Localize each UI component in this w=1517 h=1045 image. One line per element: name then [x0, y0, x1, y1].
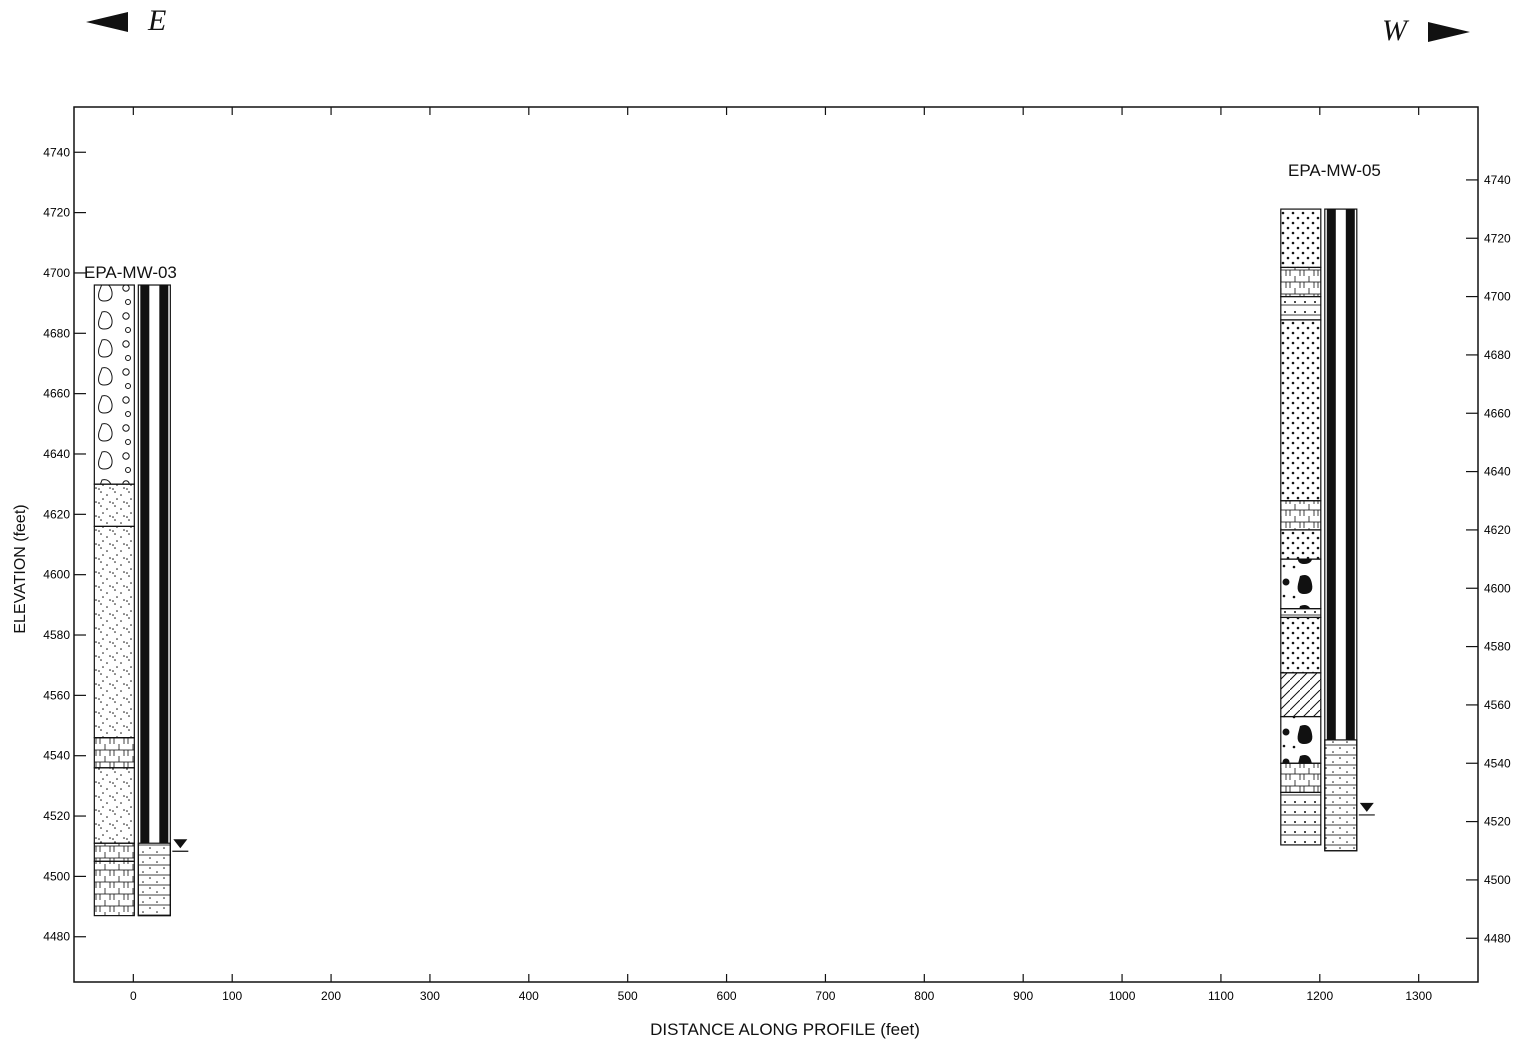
x-tick-label: 700: [815, 989, 835, 1003]
x-tick-label: 200: [321, 989, 341, 1003]
x-tick-label: 0: [130, 989, 137, 1003]
lithology-layer-sand: [1280, 529, 1322, 560]
y-axis-label: ELEVATION (feet): [12, 504, 29, 634]
y-tick-label-left: 4500: [43, 869, 70, 883]
lithology-layer-sand: [1280, 319, 1322, 502]
x-tick-label: 800: [914, 989, 934, 1003]
y-tick-label-left: 4520: [43, 809, 70, 823]
x-tick-label: 1100: [1208, 989, 1234, 1003]
y-tick-label-right: 4720: [1484, 231, 1511, 245]
lithology-layer-cobbles: [93, 284, 135, 485]
x-tick-label: 500: [618, 989, 638, 1003]
x-tick-label: 400: [519, 989, 539, 1003]
y-tick-label-left: 4720: [43, 206, 70, 220]
lithology-layer-mixed: [1280, 266, 1322, 298]
y-tick-label-left: 4700: [43, 266, 70, 280]
x-axis-label: DISTANCE ALONG PROFILE (feet): [650, 1020, 920, 1039]
water-level-icon: [173, 839, 188, 849]
x-tick-label: 600: [717, 989, 737, 1003]
y-tick-label-right: 4500: [1484, 873, 1511, 887]
y-tick-label-left: 4620: [43, 507, 70, 521]
well-casing-left: [140, 285, 150, 844]
direction-label-east: E: [148, 4, 167, 37]
lithology-layer-silty-sand: [1280, 608, 1322, 619]
y-axis-right-ticks: 4740 4720 4700 4680 4660 4640 4620 4600 4580 4560…: [1466, 173, 1511, 945]
y-tick-label-left: 4640: [43, 447, 70, 461]
y-tick-label-left: 4600: [43, 568, 70, 582]
plot-frame: [73, 106, 1479, 983]
west-arrow-icon: [1428, 22, 1470, 42]
x-axis-ticks: 0 100 200 300 400 500 600 700 800 900 1000 1100 1200…: [130, 107, 1432, 1003]
y-axis-left-ticks: 4740 4720 4700 4680 4660 4640 4620 4600 4580 4560…: [43, 145, 86, 944]
lithology-layer-silty-sand: [1280, 295, 1322, 321]
y-tick-label-right: 4660: [1484, 406, 1511, 420]
well-casing-right: [1345, 209, 1355, 740]
x-tick-label: 900: [1013, 989, 1033, 1003]
lithology-layer-mixed: [93, 860, 135, 917]
y-tick-label-right: 4740: [1484, 173, 1511, 187]
y-tick-label-right: 4520: [1484, 815, 1511, 829]
y-tick-label-right: 4680: [1484, 348, 1511, 362]
y-tick-label-right: 4560: [1484, 698, 1511, 712]
y-tick-label-right: 4620: [1484, 523, 1511, 537]
lithology-layer-clay: [1280, 672, 1322, 718]
lithology-layer-sand: [1280, 616, 1322, 674]
y-tick-label-right: 4640: [1484, 465, 1511, 479]
y-tick-label-right: 4600: [1484, 581, 1511, 595]
well-screen: [137, 842, 171, 917]
well-label-mw05: EPA-MW-05: [1288, 161, 1381, 180]
lithology-layer-boulders: [1280, 715, 1322, 764]
lithology-layer-silty-sand: [1280, 791, 1322, 846]
y-tick-label-left: 4740: [43, 145, 70, 159]
well-epa-mw-03: [93, 284, 189, 917]
y-tick-label-left: 4540: [43, 749, 70, 763]
lithology-layer-boulders: [1280, 558, 1322, 610]
well-casing-left: [1326, 209, 1336, 740]
y-tick-label-right: 4480: [1484, 931, 1511, 945]
y-tick-label-right: 4540: [1484, 756, 1511, 770]
lithology-layer-mixed: [93, 737, 135, 769]
y-tick-label-right: 4700: [1484, 290, 1511, 304]
well-columns: [93, 208, 1375, 917]
y-tick-label-left: 4580: [43, 628, 70, 642]
lithology-layer-gravelly-sand: [93, 525, 135, 739]
well-screen: [1324, 739, 1358, 852]
lithology-layer-mixed: [1280, 762, 1322, 794]
x-tick-label: 1000: [1109, 989, 1136, 1003]
direction-label-west: W: [1382, 14, 1407, 47]
y-tick-label-left: 4560: [43, 688, 70, 702]
x-tick-label: 1200: [1306, 989, 1333, 1003]
y-tick-label-right: 4580: [1484, 640, 1511, 654]
x-tick-label: 100: [222, 989, 242, 1003]
lithology-layer-mixed: [1280, 500, 1322, 531]
well-casing-right: [159, 285, 169, 844]
x-tick-label: 300: [420, 989, 440, 1003]
east-arrow-icon: [86, 12, 128, 32]
lithology-layer-sand: [1280, 208, 1322, 269]
lithology-layer-gravelly-sand: [93, 767, 135, 844]
y-tick-label-left: 4660: [43, 387, 70, 401]
lithology-layer-gravelly-sand: [93, 483, 135, 527]
well-epa-mw-05: [1280, 208, 1375, 852]
x-tick-label: 1300: [1405, 989, 1432, 1003]
y-tick-label-left: 4480: [43, 930, 70, 944]
y-tick-label-left: 4680: [43, 326, 70, 340]
water-level-icon: [1359, 802, 1374, 812]
well-label-mw03: EPA-MW-03: [84, 263, 177, 282]
lithology-layer-mixed: [93, 842, 135, 862]
